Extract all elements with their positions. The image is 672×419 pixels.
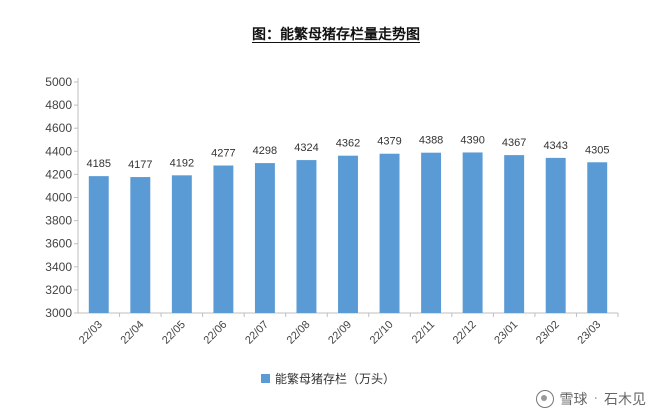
bar-value-label: 4192 [170,157,194,169]
bar-value-label: 4388 [419,135,443,147]
x-tick-label: 22/08 [285,319,313,347]
y-tick-label: 4600 [45,121,72,135]
bar [421,152,442,313]
x-tick-label: 22/12 [451,319,479,347]
bar [171,175,192,313]
bar-value-label: 4298 [253,145,277,157]
bar-value-label: 4177 [128,159,152,171]
bar [130,177,151,313]
bar [88,176,109,313]
bar-value-label: 4324 [294,142,318,154]
y-tick-label: 3000 [45,306,72,320]
y-tick-label: 3200 [45,283,72,297]
x-tick-label: 23/03 [575,319,603,347]
bar [545,157,566,313]
y-tick-label: 4000 [45,191,72,205]
chart-title-text: 图：能繁母猪存栏量走势图 [252,27,420,43]
chart-data-labels: 4185 4177 4192 4277 4298 4324 4362 4379 4388 4390… [87,134,610,171]
x-tick-label: 22/10 [368,319,396,347]
chart-legend: 能繁母猪存栏（万头） [261,371,395,386]
chart-bars [88,152,608,313]
x-tick-label: 22/07 [243,319,271,347]
y-tick-label: 3400 [45,260,72,274]
x-tick-label: 23/01 [492,319,520,347]
watermark-brand: 雪球 [559,392,588,408]
x-tick-label: 22/09 [326,319,354,347]
y-tick-label: 4200 [45,167,72,181]
bar-value-label: 4277 [211,148,235,160]
x-tick-label: 22/06 [202,319,230,347]
chart-axes: 3000 3200 3400 3600 3800 4000 4200 4400 4600 4800… [45,75,619,347]
x-tick-label: 22/03 [77,319,105,347]
x-tick-label: 22/05 [160,319,188,347]
x-tick-label: 22/11 [410,319,437,346]
bar-value-label: 4185 [87,158,111,170]
bar [379,153,400,313]
y-tick-label: 3800 [45,214,72,228]
x-tick-label: 23/02 [534,319,562,347]
bar-value-label: 4362 [336,138,360,150]
chart-title: 图：能繁母猪存栏量走势图 [0,24,672,44]
bar-value-label: 4305 [585,144,609,156]
y-tick-label: 5000 [45,75,72,89]
bar-value-label: 4390 [460,134,484,146]
bar [254,163,275,313]
y-tick-label: 4800 [45,98,72,112]
bar-value-label: 4367 [502,137,526,149]
bar-value-label: 4379 [377,136,401,148]
bar [504,155,525,313]
legend-label: 能繁母猪存栏（万头） [275,371,395,386]
bar [213,165,234,313]
watermark-separator: · [593,391,598,407]
watermark-author: 石木见 [604,392,646,408]
y-tick-label: 3600 [45,237,72,251]
bar [587,162,608,313]
bar [296,160,317,313]
bar [462,152,483,313]
x-tick-label: 22/04 [118,319,146,347]
snowball-icon [535,390,554,408]
bar-value-label: 4343 [543,140,567,152]
y-tick-label: 4400 [45,144,72,158]
watermark: 雪球 · 石木见 [535,389,646,409]
bar [338,155,358,313]
legend-swatch [261,374,270,383]
